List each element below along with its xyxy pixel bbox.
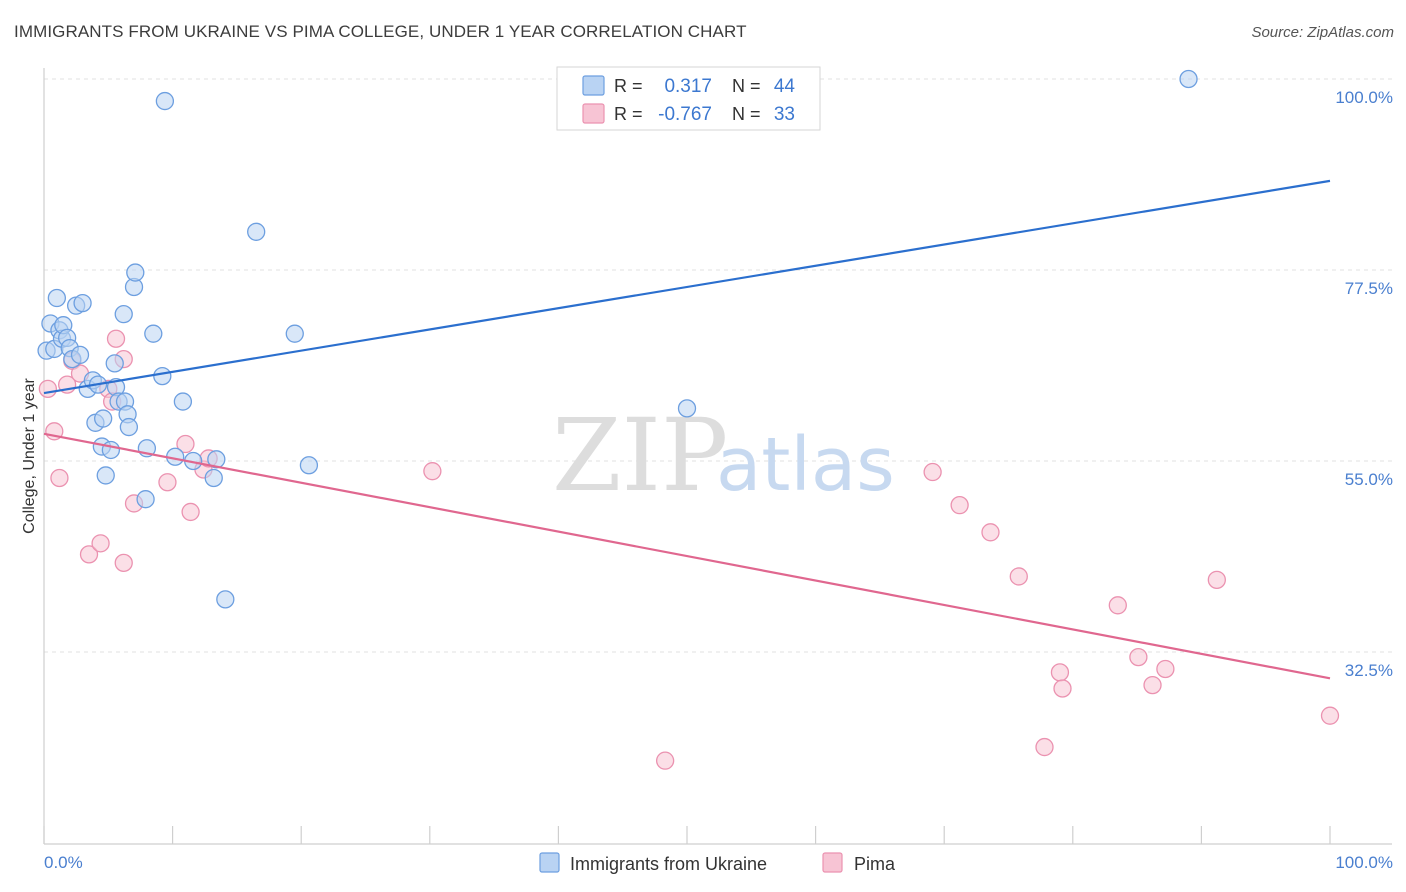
ukraine-point-29 bbox=[126, 263, 145, 282]
pima-point-30 bbox=[1143, 675, 1162, 695]
y-axis-label: College, Under 1 year bbox=[21, 378, 38, 534]
pima-point-31 bbox=[1156, 659, 1175, 679]
axes bbox=[43, 68, 1392, 845]
legend-label-ukraine: Immigrants from Ukraine bbox=[570, 854, 767, 874]
stats-n-label-blue: N = bbox=[732, 76, 761, 96]
stats-swatch-blue bbox=[582, 75, 605, 96]
chart-title: IMMIGRANTS FROM UKRAINE VS PIMA COLLEGE,… bbox=[14, 22, 747, 41]
pima-point-28 bbox=[1108, 596, 1127, 615]
stats-swatch-pink bbox=[582, 103, 605, 124]
gridlines bbox=[44, 78, 1392, 653]
pima-point-10 bbox=[106, 329, 126, 348]
ukraine-point-30 bbox=[136, 490, 155, 509]
stats-n-value-pink: 33 bbox=[774, 104, 795, 125]
ukraine-point-27 bbox=[119, 417, 139, 437]
pima-point-2 bbox=[50, 468, 69, 488]
legend-swatch-pima bbox=[822, 852, 843, 873]
ukraine-point-40 bbox=[216, 590, 235, 609]
ukraine-point-3 bbox=[47, 288, 67, 308]
ukraine-point-36 bbox=[173, 392, 193, 411]
y-tick-label-3: 32.5% bbox=[1345, 661, 1393, 680]
x-tick-label-max: 100.0% bbox=[1335, 853, 1393, 872]
ukraine-point-42 bbox=[285, 324, 304, 343]
ukraine-point-41 bbox=[247, 222, 266, 241]
ukraine-point-20 bbox=[101, 440, 121, 460]
pima-point-22 bbox=[950, 495, 969, 515]
source-credit: Source: ZipAtlas.com bbox=[1251, 24, 1394, 41]
pima-point-15 bbox=[176, 434, 195, 454]
pima-point-6 bbox=[79, 545, 99, 564]
ukraine-point-33 bbox=[153, 366, 172, 386]
pima-point-23 bbox=[981, 523, 1000, 542]
pima-point-12 bbox=[114, 553, 133, 573]
pima-point-7 bbox=[91, 534, 110, 553]
x-ticks bbox=[43, 826, 1331, 844]
ukraine-point-12 bbox=[70, 345, 90, 365]
pima-point-24 bbox=[1009, 567, 1028, 586]
ukraine-point-45 bbox=[1179, 69, 1198, 89]
y-tick-labels: 100.0% 77.5% 55.0% 32.5% bbox=[1335, 88, 1393, 680]
trend-line-ukraine bbox=[43, 179, 1331, 395]
pima-point-14 bbox=[158, 473, 177, 492]
stats-box: R = 0.317 N = 44 R = -0.767 N = 33 bbox=[556, 66, 821, 131]
legend-label-pima: Pima bbox=[854, 854, 896, 874]
legend: Immigrants from Ukraine Pima bbox=[539, 852, 896, 874]
pima-point-21 bbox=[923, 462, 942, 482]
trend-line-pima bbox=[43, 432, 1331, 680]
pima-point-25 bbox=[1035, 737, 1054, 757]
ukraine-point-38 bbox=[204, 468, 223, 488]
ukraine-point-32 bbox=[144, 324, 163, 343]
ukraine-point-34 bbox=[155, 91, 175, 111]
stats-r-label-blue: R = bbox=[614, 76, 643, 96]
pima-point-0 bbox=[38, 379, 58, 398]
stats-r-value-pink: -0.767 bbox=[658, 104, 712, 125]
x-tick-label-min: 0.0% bbox=[44, 853, 83, 872]
ukraine-point-44 bbox=[677, 399, 697, 418]
series-ukraine-points bbox=[37, 69, 1198, 609]
pima-point-33 bbox=[1320, 706, 1340, 725]
watermark-atlas: atlas bbox=[716, 422, 895, 508]
pima-point-29 bbox=[1129, 647, 1148, 667]
pima-point-16 bbox=[181, 502, 200, 522]
stats-n-label-pink: N = bbox=[732, 104, 761, 124]
pima-point-32 bbox=[1207, 570, 1226, 589]
y-tick-label-1: 77.5% bbox=[1345, 279, 1393, 298]
ukraine-point-39 bbox=[207, 450, 226, 469]
ukraine-point-21 bbox=[105, 354, 124, 373]
legend-swatch-ukraine bbox=[539, 852, 560, 873]
pima-point-26 bbox=[1050, 663, 1070, 682]
pima-point-19 bbox=[423, 462, 442, 481]
y-tick-label-2: 55.0% bbox=[1345, 470, 1393, 489]
stats-r-label-pink: R = bbox=[614, 104, 643, 124]
watermark: ZIP atlas bbox=[552, 397, 895, 514]
watermark-zip: ZIP bbox=[552, 397, 728, 514]
ukraine-point-11 bbox=[73, 293, 92, 313]
ukraine-point-17 bbox=[94, 409, 113, 428]
ukraine-point-43 bbox=[299, 456, 319, 475]
trend-lines bbox=[43, 179, 1331, 680]
ukraine-point-24 bbox=[114, 304, 133, 324]
pima-point-20 bbox=[655, 751, 675, 770]
y-tick-label-0: 100.0% bbox=[1335, 88, 1393, 107]
pima-point-27 bbox=[1053, 679, 1072, 698]
ukraine-point-19 bbox=[96, 466, 115, 485]
stats-r-value-blue: 0.317 bbox=[664, 76, 712, 97]
stats-n-value-blue: 44 bbox=[774, 76, 796, 97]
